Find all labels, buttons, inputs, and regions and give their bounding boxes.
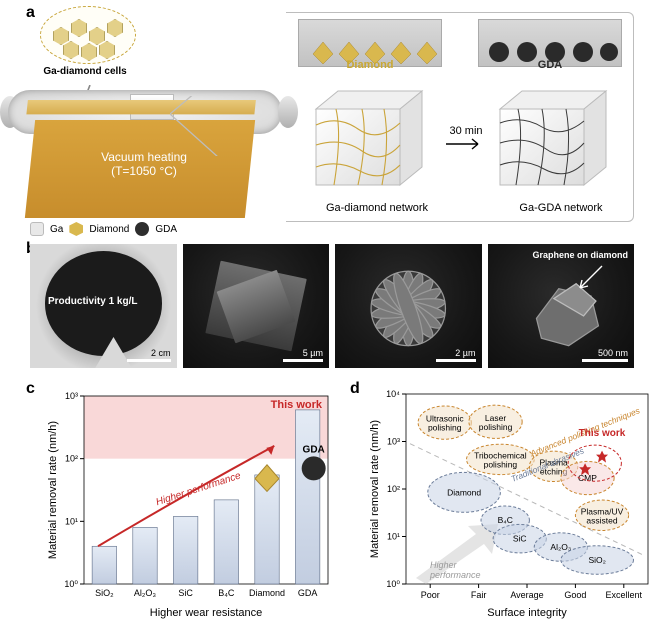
svg-text:polishing: polishing	[428, 423, 462, 433]
figure-root: a b c d Ga-diamond cells Vacuum heating …	[0, 0, 664, 634]
inset-diamond-label: Diamond	[298, 59, 442, 71]
svg-text:Average: Average	[510, 590, 543, 600]
svg-text:10²: 10²	[65, 454, 78, 464]
svg-text:Higher wear resistance: Higher wear resistance	[150, 607, 263, 619]
svg-text:10⁰: 10⁰	[64, 579, 78, 589]
svg-text:polishing: polishing	[484, 459, 518, 469]
sem-image-4: Graphene on diamond 500 nm	[488, 244, 635, 368]
svg-text:Higher: Higher	[430, 560, 458, 570]
svg-text:Good: Good	[564, 590, 586, 600]
svg-text:Al₂O₃: Al₂O₃	[550, 542, 571, 552]
svg-text:10³: 10³	[65, 391, 78, 401]
scalebar-2: 5 µm	[283, 348, 323, 362]
scalebar-3: 2 µm	[436, 348, 476, 362]
ga-diamond-cells-label: Ga-diamond cells	[30, 66, 140, 77]
heater-label: Vacuum heating (T=1050 °C)	[64, 150, 224, 178]
svg-text:10¹: 10¹	[65, 516, 78, 526]
inset-gda: GDA	[478, 19, 622, 67]
chart-c: 10⁰ 10¹ 10² 10³ SiO₂ Al₂O₃ SiC B₄C Diamond GDA Hig…	[42, 386, 338, 620]
productivity-label: Productivity 1 kg/L	[48, 296, 137, 307]
svg-text:Excellent: Excellent	[606, 590, 643, 600]
cube-diamond-network	[308, 85, 424, 189]
svg-text:B₄C: B₄C	[218, 588, 235, 598]
legend-swatch-gda	[135, 222, 149, 236]
inset-diamond: Diamond	[298, 19, 442, 67]
svg-text:SiC: SiC	[513, 534, 527, 544]
svg-text:This work: This work	[579, 428, 626, 439]
svg-text:10²: 10²	[387, 484, 400, 494]
svg-text:SiO₂: SiO₂	[588, 555, 605, 565]
sem-image-1: Productivity 1 kg/L 2 cm	[30, 244, 177, 368]
svg-text:performance: performance	[429, 570, 481, 580]
legend-swatch-ga	[30, 222, 44, 236]
svg-text:10¹: 10¹	[387, 532, 400, 542]
svg-text:10⁰: 10⁰	[386, 579, 400, 589]
chart-d: 10⁰ 10¹ 10² 10³ 10⁴ Poor Fair Average Good Excell…	[364, 386, 654, 620]
svg-text:This work: This work	[271, 399, 323, 411]
sem-image-2: 5 µm	[183, 244, 330, 368]
svg-text:SiO₂: SiO₂	[95, 588, 114, 598]
svg-text:Al₂O₃: Al₂O₃	[134, 588, 156, 598]
panel-a-legend: Ga Diamond GDA	[30, 222, 177, 236]
scalebar-2-label: 5 µm	[303, 348, 323, 358]
svg-text:polishing: polishing	[479, 422, 513, 432]
legend-ga-label: Ga	[50, 224, 63, 235]
panel-b: Productivity 1 kg/L 2 cm 5 µm	[30, 244, 634, 368]
process-arrow-label: 30 min	[446, 125, 486, 137]
arrow-pointer-icon	[574, 264, 604, 294]
panel-label-c: c	[26, 380, 35, 398]
svg-text:assisted: assisted	[586, 515, 617, 525]
sem-image-3: 2 µm	[335, 244, 482, 368]
inset-gda-label: GDA	[478, 59, 622, 71]
caption-right-cube: Ga-GDA network	[486, 202, 636, 214]
scalebar-4: 500 nm	[582, 348, 628, 362]
heater-top	[26, 100, 256, 114]
svg-text:Material removal rate (nm/h): Material removal rate (nm/h)	[47, 421, 59, 559]
graphene-label: Graphene on diamond	[532, 250, 628, 260]
svg-text:Fair: Fair	[471, 590, 487, 600]
svg-text:10³: 10³	[387, 437, 400, 447]
svg-text:B₄C: B₄C	[498, 515, 513, 525]
callout-box: Diamond GDA	[286, 12, 634, 222]
cube-gda-network	[492, 85, 608, 189]
panel-a: Ga-diamond cells Vacuum heating (T=1050 …	[30, 10, 634, 230]
svg-text:SiC: SiC	[178, 588, 193, 598]
svg-text:10⁴: 10⁴	[386, 389, 400, 399]
legend-swatch-diamond	[69, 222, 83, 236]
svg-text:GDA: GDA	[303, 444, 325, 455]
scalebar-4-label: 500 nm	[598, 348, 628, 358]
chart-c-svg: 10⁰ 10¹ 10² 10³ SiO₂ Al₂O₃ SiC B₄C Diamond GDA Hig…	[42, 386, 338, 620]
scalebar-3-label: 2 µm	[455, 348, 475, 358]
scalebar-1-label: 2 cm	[151, 348, 171, 358]
svg-text:GDA: GDA	[298, 588, 318, 598]
scalebar-1: 2 cm	[127, 348, 171, 362]
process-arrow: 30 min	[446, 125, 486, 154]
svg-text:Diamond: Diamond	[249, 588, 285, 598]
svg-text:Surface integrity: Surface integrity	[487, 607, 567, 619]
ga-diamond-cells-illustration	[40, 6, 136, 64]
svg-text:Diamond: Diamond	[447, 487, 481, 497]
svg-text:Poor: Poor	[421, 590, 440, 600]
svg-text:Material removal rate (nm/h): Material removal rate (nm/h)	[369, 420, 381, 558]
panel-label-d: d	[350, 380, 360, 398]
legend-gda-label: GDA	[155, 224, 177, 235]
legend-diamond-label: Diamond	[89, 224, 129, 235]
caption-left-cube: Ga-diamond network	[302, 202, 452, 214]
chart-d-svg: 10⁰ 10¹ 10² 10³ 10⁴ Poor Fair Average Good Excell…	[364, 386, 654, 620]
